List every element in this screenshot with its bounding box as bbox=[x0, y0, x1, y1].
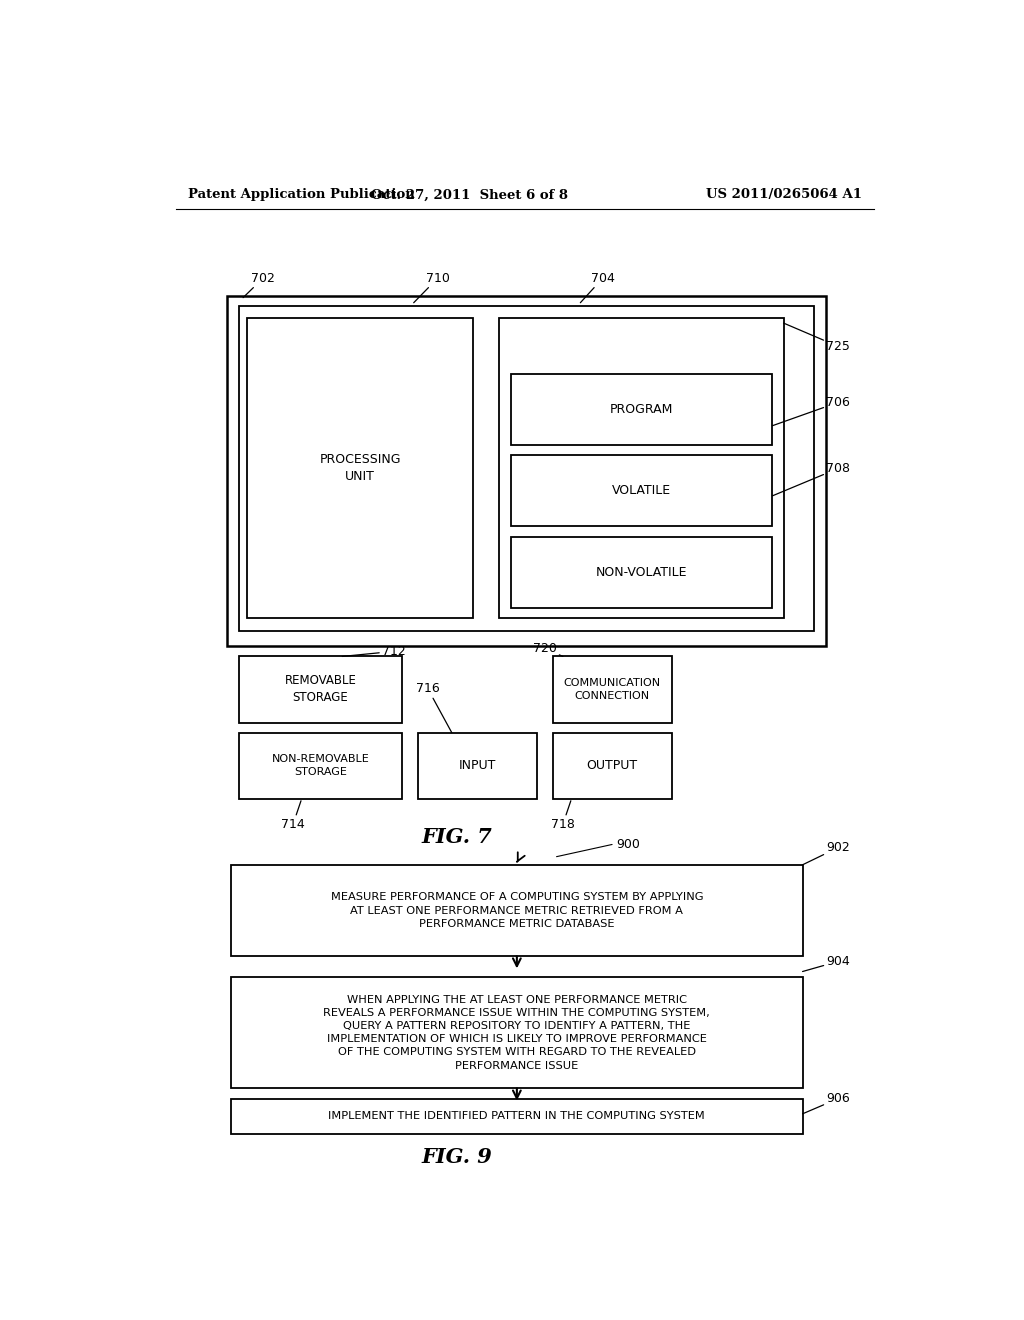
Text: WHEN APPLYING THE AT LEAST ONE PERFORMANCE METRIC
REVEALS A PERFORMANCE ISSUE WI: WHEN APPLYING THE AT LEAST ONE PERFORMAN… bbox=[324, 994, 711, 1071]
Text: IMPLEMENT THE IDENTIFIED PATTERN IN THE COMPUTING SYSTEM: IMPLEMENT THE IDENTIFIED PATTERN IN THE … bbox=[329, 1111, 706, 1122]
Text: NON-VOLATILE: NON-VOLATILE bbox=[596, 565, 687, 578]
Bar bbox=[227, 296, 826, 647]
Bar bbox=[231, 1098, 803, 1134]
Text: FIG. 7: FIG. 7 bbox=[422, 828, 493, 847]
Bar bbox=[231, 977, 803, 1089]
Text: MEASURE PERFORMANCE OF A COMPUTING SYSTEM BY APPLYING
AT LEAST ONE PERFORMANCE M: MEASURE PERFORMANCE OF A COMPUTING SYSTE… bbox=[331, 892, 703, 929]
Text: PROCESSING
UNIT: PROCESSING UNIT bbox=[319, 453, 400, 483]
Bar bbox=[418, 733, 537, 799]
Bar bbox=[231, 865, 803, 956]
Text: 902: 902 bbox=[803, 841, 850, 865]
Text: Patent Application Publication: Patent Application Publication bbox=[187, 189, 415, 202]
Text: 718: 718 bbox=[551, 801, 574, 830]
Text: 704: 704 bbox=[581, 272, 614, 302]
Text: 706: 706 bbox=[772, 396, 850, 426]
Bar bbox=[553, 656, 672, 722]
Text: 712: 712 bbox=[342, 645, 406, 657]
Text: FIG. 9: FIG. 9 bbox=[422, 1147, 493, 1167]
Text: NON-REMOVABLE
STORAGE: NON-REMOVABLE STORAGE bbox=[271, 754, 370, 777]
Bar bbox=[500, 318, 783, 618]
Text: INPUT: INPUT bbox=[459, 759, 496, 772]
Text: 710: 710 bbox=[414, 272, 450, 302]
Bar bbox=[240, 306, 814, 631]
Text: 716: 716 bbox=[416, 682, 452, 733]
Bar bbox=[511, 455, 772, 527]
Bar bbox=[240, 656, 401, 722]
Text: 714: 714 bbox=[282, 801, 305, 830]
Text: COMMUNICATION
CONNECTION: COMMUNICATION CONNECTION bbox=[563, 678, 660, 701]
Bar bbox=[247, 318, 473, 618]
Bar bbox=[240, 733, 401, 799]
Text: OUTPUT: OUTPUT bbox=[587, 759, 638, 772]
Bar bbox=[511, 374, 772, 445]
Text: 906: 906 bbox=[803, 1092, 850, 1114]
Text: 725: 725 bbox=[783, 323, 850, 352]
Text: 900: 900 bbox=[616, 838, 640, 851]
Text: 702: 702 bbox=[243, 272, 274, 297]
Bar bbox=[553, 733, 672, 799]
Text: PROGRAM: PROGRAM bbox=[609, 403, 673, 416]
Text: US 2011/0265064 A1: US 2011/0265064 A1 bbox=[707, 189, 862, 202]
Text: REMOVABLE
STORAGE: REMOVABLE STORAGE bbox=[285, 675, 356, 705]
Text: VOLATILE: VOLATILE bbox=[612, 484, 671, 498]
Text: Oct. 27, 2011  Sheet 6 of 8: Oct. 27, 2011 Sheet 6 of 8 bbox=[371, 189, 567, 202]
Text: 904: 904 bbox=[803, 954, 850, 972]
Text: 720: 720 bbox=[532, 642, 563, 656]
Bar bbox=[511, 536, 772, 607]
Text: 708: 708 bbox=[772, 462, 850, 496]
